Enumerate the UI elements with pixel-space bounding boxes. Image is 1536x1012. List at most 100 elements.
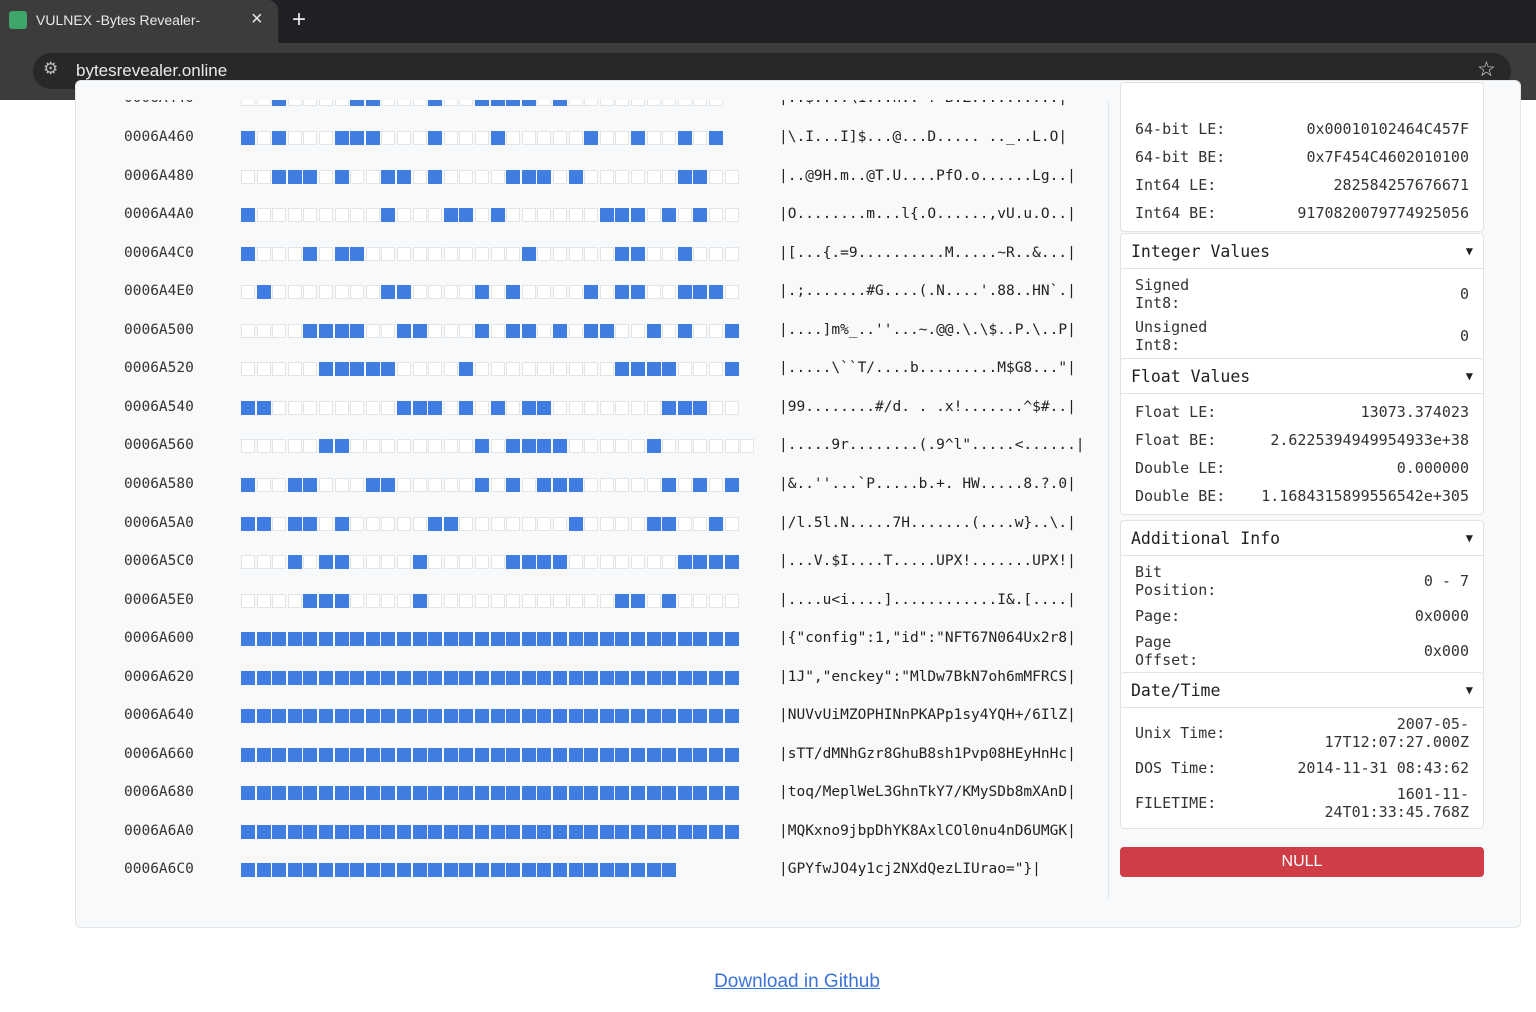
section-header[interactable]: Integer Values ▼ [1121,234,1483,269]
byte-cell [693,670,708,685]
byte-cell [443,246,458,261]
byte-cell [350,593,365,608]
byte-cell [584,670,599,685]
info-row: 64-bit BE: 0x7F454C4602010100 [1121,143,1483,171]
byte-cell [568,709,583,724]
byte-cell [272,709,287,724]
new-tab[interactable]: + [292,6,307,33]
byte-cell [334,131,349,145]
byte-cell [272,131,287,145]
byte-cell [459,169,474,184]
section-header[interactable]: Float Values ▼ [1121,359,1483,394]
byte-cell [677,323,692,338]
byte-cell [303,477,318,492]
byte-cell [568,824,583,839]
section-header[interactable]: Additional Info ▼ [1121,521,1483,556]
byte-cell [553,786,567,801]
tab[interactable]: VULNEX -Bytes Revealer- × [0,0,278,43]
byte-cell [631,632,645,647]
row-ascii: |&..''...`P.....b.+. HW.....8.?.0| [779,475,1076,492]
byte-cell [490,632,505,647]
byte-cell [553,169,567,184]
site-info-icon[interactable]: ⚙ [43,59,59,78]
byte-cell [319,208,333,223]
info-row: Float LE: 13073.374023 [1121,398,1483,426]
byte-cell [319,439,333,454]
byte-cell [350,824,365,839]
byte-cell [241,323,255,338]
byte-cell [599,516,614,531]
panel-section: Date/Time ▼ Unix Time: 2007-05-17T12:07:27.… [1120,672,1484,829]
byte-cell [475,100,489,107]
byte-cell [397,593,411,608]
byte-cell [599,362,614,377]
byte-cell [693,285,708,300]
byte-cell [381,285,396,300]
null-button[interactable]: NULL [1120,847,1484,877]
byte-cell [584,323,599,338]
byte-cell [537,824,552,839]
byte-cell [303,632,318,647]
byte-cell [693,747,708,762]
bookmark-star[interactable]: ☆ [1477,58,1496,81]
github-link[interactable]: Download in Github [714,971,880,992]
byte-cell [631,786,645,801]
collapse-arrow: ▼ [1465,531,1473,545]
info-label: Int64 LE: [1135,176,1217,194]
byte-cell [241,208,255,223]
row-ascii: |.....\``T/....b.........M$G8..."| [779,360,1076,377]
byte-cell [646,824,661,839]
byte-cell [693,400,708,415]
byte-cell [241,362,255,377]
byte-cell [475,709,489,724]
row-ascii: |.....9r........(.9^l".....<......| [779,437,1085,454]
byte-cell [303,400,318,415]
byte-cell [303,362,318,377]
byte-cell [537,786,552,801]
byte-cell [350,670,365,685]
byte-cell [397,169,411,184]
byte-cell [287,863,302,878]
byte-cell [365,747,380,762]
byte-cell [397,400,411,415]
byte-cell [272,285,287,300]
section-header[interactable]: Date/Time ▼ [1121,673,1483,708]
byte-cell [412,169,427,184]
byte-cell [350,863,365,878]
byte-cell [568,439,583,454]
byte-cell [428,516,443,531]
byte-cell [397,208,411,223]
info-label: 64-bit BE: [1135,148,1226,166]
row-ascii: |....]m%_..''...~.@@.\.\$..P.\..P| [779,321,1076,338]
byte-cell [490,824,505,839]
byte-cell [319,786,333,801]
byte-cell [568,863,583,878]
byte-cell [584,100,599,107]
byte-cell [584,555,599,570]
info-value: 2.6225394949954933e+38 [1270,431,1469,449]
byte-cell [334,208,349,223]
byte-cell [631,555,645,570]
byte-cell [553,632,567,647]
byte-cell [365,555,380,570]
byte-cell [381,439,396,454]
row-address: 0006A500 [124,321,194,338]
row-ascii: |{"config":1,"id":"NFT67N064Ux2r8| [779,630,1076,647]
byte-cell [724,555,739,570]
byte-cell [662,632,677,647]
section-title: Integer Values [1131,241,1271,261]
byte-cell [631,285,645,300]
info-label: Int64 BE: [1135,204,1217,222]
byte-cell [553,362,567,377]
byte-cell [537,208,552,223]
byte-cell [599,400,614,415]
tab-close[interactable]: × [251,8,263,30]
byte-cell [365,786,380,801]
byte-cell [553,593,567,608]
byte-cell [568,632,583,647]
info-value: 1.1684315899556542e+305 [1261,487,1469,505]
byte-cell [459,439,474,454]
hex-rows: 0006A440 |..$....\1...n.. ! B.Z..........… [0,100,1100,920]
byte-cell [490,477,505,492]
